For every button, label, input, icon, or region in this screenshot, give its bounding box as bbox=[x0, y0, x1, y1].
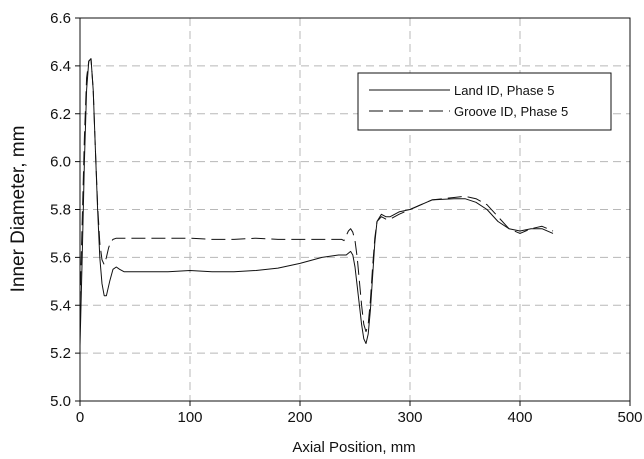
legend-box bbox=[357, 72, 612, 131]
axis-ticks bbox=[75, 17, 631, 406]
y-tick-label: 5.4 bbox=[50, 297, 71, 314]
x-axis-title: Axial Position, mm bbox=[292, 439, 415, 456]
x-tick-label: 500 bbox=[617, 409, 642, 426]
x-tick-label: 400 bbox=[507, 409, 532, 426]
y-axis-title: Inner Diameter, mm bbox=[8, 126, 29, 293]
x-tick-label: 100 bbox=[177, 409, 202, 426]
legend-label-land: Land ID, Phase 5 bbox=[454, 83, 554, 98]
y-tick-label: 6.6 bbox=[50, 10, 71, 27]
y-tick-label: 5.8 bbox=[50, 202, 71, 219]
legend: Land ID, Phase 5 Groove ID, Phase 5 bbox=[357, 72, 612, 131]
y-tick-label: 5.6 bbox=[50, 249, 71, 266]
y-axis-title-group: Inner Diameter, mm bbox=[8, 126, 29, 293]
y-tick-label: 6.4 bbox=[50, 58, 71, 75]
x-tick-label: 0 bbox=[76, 409, 84, 426]
y-tick-label: 5.0 bbox=[50, 393, 71, 410]
y-tick-label: 6.0 bbox=[50, 154, 71, 171]
legend-label-groove: Groove ID, Phase 5 bbox=[454, 104, 568, 119]
series-line-groove-id bbox=[79, 58, 554, 333]
x-tick-label: 300 bbox=[397, 409, 422, 426]
y-tick-label: 6.2 bbox=[50, 106, 71, 123]
tick-labels: 0 100 200 300 400 500 5.0 5.2 5.4 5.6 5.8 6.0 6.2 6.4… bbox=[50, 10, 642, 426]
plot-frame bbox=[79, 17, 631, 402]
y-tick-label: 5.2 bbox=[50, 345, 71, 362]
x-tick-label: 200 bbox=[287, 409, 312, 426]
series-lines bbox=[79, 58, 554, 346]
